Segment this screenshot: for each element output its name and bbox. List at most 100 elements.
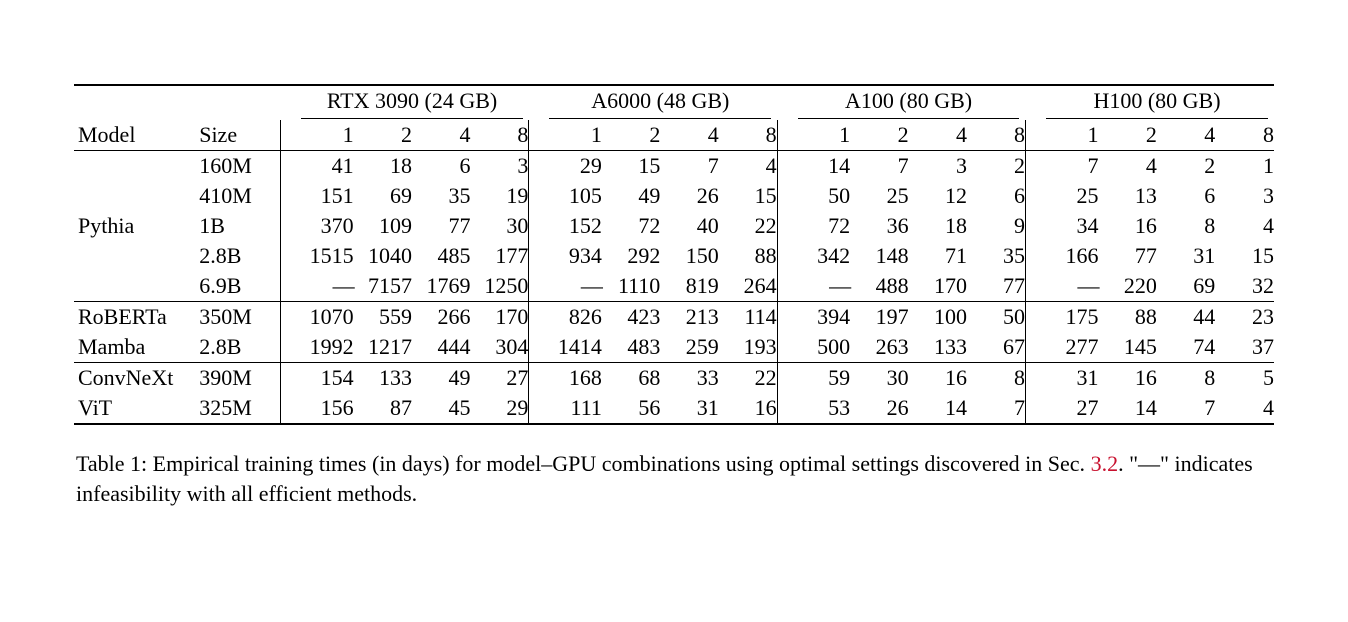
model-size-cell: 390M: [199, 363, 280, 393]
value-cell: 213: [660, 302, 718, 332]
value-cell: 27: [470, 363, 528, 393]
value-cell: 6: [1157, 181, 1215, 211]
value-cell: 100: [909, 302, 967, 332]
value-cell: 193: [719, 332, 777, 363]
value-cell: 220: [1098, 271, 1156, 302]
caption-text: Table 1: Empirical training times (in da…: [76, 451, 1091, 476]
value-cell: 423: [602, 302, 660, 332]
value-cell: 69: [354, 181, 412, 211]
value-cell: 22: [719, 211, 777, 241]
page-root: RTX 3090 (24 GB) A6000 (48 GB) A100 (80 …: [0, 0, 1348, 622]
value-cell: 18: [909, 211, 967, 241]
value-cell: 5: [1215, 363, 1274, 393]
value-cell: 277: [1040, 332, 1098, 363]
model-size-cell: 2.8B: [199, 332, 280, 363]
section-ref-link[interactable]: 3.2: [1091, 451, 1119, 476]
value-cell: 166: [1040, 241, 1098, 271]
value-cell: 109: [354, 211, 412, 241]
value-cell: 3: [909, 151, 967, 181]
value-cell: 170: [909, 271, 967, 302]
model-size-cell: 160M: [199, 151, 280, 181]
value-cell: 77: [1098, 241, 1156, 271]
table-row: ViT 325M 156 87 45 29 111 56 31 16 53 26…: [74, 393, 1274, 423]
value-cell: 105: [543, 181, 601, 211]
model-size-cell: 350M: [199, 302, 280, 332]
model-name-cell: [74, 151, 199, 181]
value-cell: 16: [1098, 211, 1156, 241]
value-cell: 826: [543, 302, 601, 332]
value-cell: 2: [1157, 151, 1215, 181]
count-header: 1: [295, 120, 353, 151]
model-size-cell: 1B: [199, 211, 280, 241]
value-cell: 1769: [412, 271, 470, 302]
value-cell: 13: [1098, 181, 1156, 211]
model-name-cell: [74, 181, 199, 211]
value-cell: 154: [295, 363, 353, 393]
value-cell: 1040: [354, 241, 412, 271]
value-cell: 71: [909, 241, 967, 271]
value-cell: 36: [850, 211, 908, 241]
value-cell: 88: [1098, 302, 1156, 332]
model-name-cell: Pythia: [74, 211, 199, 241]
table-row: 160M 41 18 6 3 29 15 7 4 14 7 3 2 7 4 2 …: [74, 151, 1274, 181]
value-cell: 14: [909, 393, 967, 423]
value-cell: 77: [967, 271, 1025, 302]
value-cell: 49: [602, 181, 660, 211]
table-row: Pythia 1B 370 109 77 30 152 72 40 22 72 …: [74, 211, 1274, 241]
value-cell: 9: [967, 211, 1025, 241]
model-name-cell: [74, 241, 199, 271]
value-cell: 114: [719, 302, 777, 332]
value-cell: 8: [967, 363, 1025, 393]
value-cell: 263: [850, 332, 908, 363]
count-header: 4: [1157, 120, 1215, 151]
count-header: 8: [1215, 120, 1274, 151]
model-name-cell: ViT: [74, 393, 199, 423]
table-row: Mamba 2.8B 1992 1217 444 304 1414 483 25…: [74, 332, 1274, 363]
value-cell: 35: [412, 181, 470, 211]
value-cell: 27: [1040, 393, 1098, 423]
value-cell: 444: [412, 332, 470, 363]
value-cell: 69: [1157, 271, 1215, 302]
value-cell: 7: [1040, 151, 1098, 181]
value-cell: 26: [660, 181, 718, 211]
value-cell: 68: [602, 363, 660, 393]
value-cell: 177: [470, 241, 528, 271]
value-cell: 1414: [543, 332, 601, 363]
value-cell: 31: [660, 393, 718, 423]
count-header: 2: [850, 120, 908, 151]
value-cell: 170: [470, 302, 528, 332]
value-cell: 50: [967, 302, 1025, 332]
value-cell: 1992: [295, 332, 353, 363]
value-cell: 111: [543, 393, 601, 423]
value-cell: 31: [1040, 363, 1098, 393]
value-cell: 264: [719, 271, 777, 302]
value-cell: 74: [1157, 332, 1215, 363]
value-cell: 934: [543, 241, 601, 271]
value-cell: 7: [660, 151, 718, 181]
value-cell: 59: [792, 363, 850, 393]
value-cell: 304: [470, 332, 528, 363]
count-header: 2: [602, 120, 660, 151]
value-cell: 4: [1215, 211, 1274, 241]
value-cell: 16: [909, 363, 967, 393]
value-cell: 6: [412, 151, 470, 181]
model-name-cell: [74, 271, 199, 302]
value-cell: 1515: [295, 241, 353, 271]
value-cell: 6: [967, 181, 1025, 211]
value-cell: 7: [1157, 393, 1215, 423]
value-cell: 4: [719, 151, 777, 181]
value-cell: 41: [295, 151, 353, 181]
value-cell: 15: [602, 151, 660, 181]
table-row: 6.9B — 7157 1769 1250 — 1110 819 264 — 4…: [74, 271, 1274, 302]
count-header: 1: [1040, 120, 1098, 151]
value-cell: 56: [602, 393, 660, 423]
count-header: 1: [543, 120, 601, 151]
value-cell: 292: [602, 241, 660, 271]
value-cell: 88: [719, 241, 777, 271]
count-header: 4: [909, 120, 967, 151]
value-cell: 22: [719, 363, 777, 393]
value-cell: 29: [543, 151, 601, 181]
table-row: 2.8B 1515 1040 485 177 934 292 150 88 34…: [74, 241, 1274, 271]
value-cell: 4: [1215, 393, 1274, 423]
value-cell: 44: [1157, 302, 1215, 332]
